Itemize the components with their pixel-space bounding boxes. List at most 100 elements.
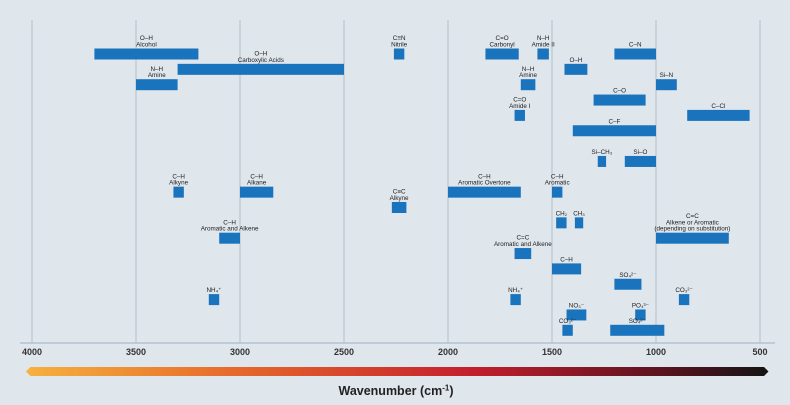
band-label: C–O bbox=[613, 88, 626, 95]
band-bar bbox=[656, 232, 729, 244]
band-bar bbox=[656, 79, 677, 91]
band-ch-4: C–H bbox=[552, 256, 582, 275]
x-tick-label: 2000 bbox=[438, 347, 458, 357]
band-bar bbox=[687, 109, 750, 121]
band-bar bbox=[520, 79, 536, 91]
band-label: Alkane bbox=[247, 180, 267, 187]
band-bar bbox=[393, 48, 405, 60]
band-label: Aromatic bbox=[545, 180, 570, 187]
band-label: C=O bbox=[496, 35, 509, 42]
band-bar bbox=[510, 294, 521, 306]
band-bar bbox=[94, 48, 199, 60]
x-tick-label: 500 bbox=[752, 347, 767, 357]
band-label: C≡N bbox=[393, 35, 406, 42]
band-bar bbox=[177, 63, 344, 75]
band-label: PO₄³⁻ bbox=[632, 302, 649, 309]
band-label: Alcohol bbox=[136, 42, 157, 49]
band-bar bbox=[448, 186, 521, 198]
band-ccl: C–Cl bbox=[687, 103, 750, 121]
band-label: Alkyne bbox=[390, 195, 409, 202]
band-bar bbox=[562, 324, 573, 336]
band-sich3: Si–CH₃ bbox=[592, 149, 613, 167]
band-label: Si–N bbox=[660, 72, 674, 79]
band-co3-1: CO₃²⁻ bbox=[675, 287, 693, 306]
band-bar bbox=[173, 186, 184, 198]
band-label: Amine bbox=[519, 72, 537, 79]
band-ch2: CH₂ bbox=[556, 210, 568, 229]
band-so4-2: SO₄²⁻ bbox=[610, 318, 665, 336]
band-sio: Si–O bbox=[624, 149, 656, 167]
band-bar bbox=[566, 309, 587, 321]
band-label: CO₃²⁻ bbox=[559, 318, 576, 325]
band-nh4-2: NH₄⁺ bbox=[508, 287, 523, 306]
band-label: N–H bbox=[522, 66, 535, 73]
band-label: Si–CH₃ bbox=[592, 149, 613, 156]
band-bar bbox=[556, 217, 567, 229]
band-label: SO₄²⁻ bbox=[619, 272, 636, 279]
band-so4-1: SO₄²⁻ bbox=[614, 272, 642, 290]
band-bar bbox=[614, 48, 656, 60]
band-label: C–H bbox=[250, 173, 263, 180]
band-ch3: CH₃ bbox=[573, 210, 585, 229]
band-label: C=C bbox=[686, 213, 699, 220]
band-bar bbox=[485, 48, 519, 60]
band-co3-2: CO₃²⁻ bbox=[559, 318, 576, 336]
band-bar bbox=[597, 155, 607, 167]
band-label: C–Cl bbox=[711, 103, 725, 110]
x-tick-label: 3000 bbox=[230, 347, 250, 357]
band-label: N–H bbox=[150, 66, 163, 73]
band-label: C–H bbox=[172, 173, 185, 180]
band-co-single: C–O bbox=[593, 88, 646, 106]
band-label: CO₃²⁻ bbox=[675, 287, 692, 294]
band-bar bbox=[208, 294, 220, 306]
band-bar bbox=[635, 309, 646, 321]
x-tick-label: 2500 bbox=[334, 347, 354, 357]
band-bar bbox=[136, 79, 178, 91]
band-label: N–H bbox=[537, 35, 550, 42]
band-label: NO₃⁻ bbox=[569, 302, 584, 309]
band-label: Alkyne bbox=[169, 180, 188, 187]
band-label: Aromatic and Alkene bbox=[494, 241, 552, 248]
band-label: Amine bbox=[148, 72, 166, 79]
band-label: C–H bbox=[551, 173, 564, 180]
band-oh-2: O–H bbox=[564, 57, 588, 75]
band-label: C–H bbox=[478, 173, 491, 180]
band-bar bbox=[574, 217, 584, 229]
band-bar bbox=[552, 263, 582, 275]
band-cn-single: C–N bbox=[614, 42, 656, 60]
band-cf: C–F bbox=[572, 118, 656, 137]
band-label: Amide II bbox=[532, 42, 555, 49]
band-label: Si–O bbox=[633, 149, 647, 156]
band-label: C=C bbox=[516, 235, 529, 242]
band-label: Carboxylic Acids bbox=[238, 57, 284, 64]
band-po4: PO₄³⁻ bbox=[632, 302, 649, 321]
band-bar bbox=[614, 278, 642, 290]
band-bar bbox=[564, 63, 588, 75]
x-tick-label: 1000 bbox=[646, 347, 666, 357]
band-label: CH₂ bbox=[556, 210, 568, 217]
band-label: C–H bbox=[223, 219, 236, 226]
band-bar bbox=[391, 202, 407, 213]
band-label: Aromatic Overtone bbox=[458, 180, 511, 187]
x-axis-label: Wavenumber (cm-1) bbox=[338, 384, 453, 399]
band-bar bbox=[537, 48, 549, 60]
wavenumber-gradient-arrow bbox=[26, 367, 769, 376]
band-label: Alkene or Aromatic bbox=[666, 219, 719, 226]
x-tick-label: 3500 bbox=[126, 347, 146, 357]
band-bar bbox=[572, 125, 656, 137]
